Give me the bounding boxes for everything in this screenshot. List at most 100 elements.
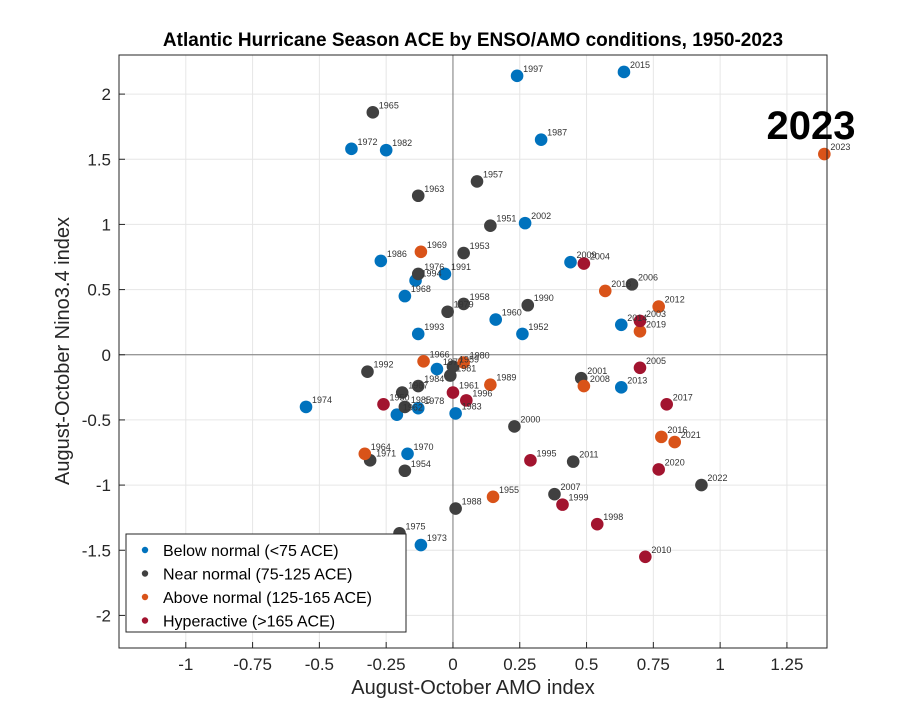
data-point-1968 — [398, 289, 412, 303]
y-tick-label: -1.5 — [82, 541, 111, 560]
point-label-2016: 2016 — [667, 425, 687, 435]
data-point-1997 — [510, 69, 524, 83]
point-label-2009: 2009 — [577, 250, 597, 260]
point-label-1957: 1957 — [483, 169, 503, 179]
point-label-1985: 1985 — [411, 395, 431, 405]
point-label-1990: 1990 — [534, 293, 554, 303]
point-label-1978: 1978 — [424, 396, 444, 406]
data-point-1999 — [556, 498, 569, 511]
data-point-1996 — [460, 394, 473, 407]
point-label-1996: 1996 — [472, 388, 492, 398]
point-label-2013: 2013 — [627, 375, 647, 385]
point-label-1998: 1998 — [603, 512, 623, 522]
point-label-1988: 1988 — [462, 497, 482, 507]
point-label-2020: 2020 — [665, 457, 685, 467]
point-label-2004: 2004 — [590, 252, 610, 262]
point-label-2018: 2018 — [611, 279, 631, 289]
y-tick-label: -0.5 — [82, 411, 111, 430]
data-point-1993 — [411, 327, 425, 341]
data-point-1953 — [457, 246, 470, 260]
data-point-1989 — [484, 378, 497, 392]
data-point-2019 — [633, 324, 647, 338]
data-point-1954 — [398, 464, 412, 478]
data-point-1981 — [443, 369, 457, 382]
data-point-1985 — [398, 400, 412, 414]
point-label-1995: 1995 — [536, 448, 556, 458]
data-point-1962 — [390, 408, 404, 422]
y-tick-label: -2 — [96, 606, 111, 625]
y-tick-label: 0 — [102, 346, 111, 365]
point-label-1983: 1983 — [462, 401, 482, 411]
legend-marker — [141, 570, 149, 577]
data-point-2015 — [617, 65, 631, 79]
point-label-1984: 1984 — [424, 374, 444, 384]
zero-lines — [119, 55, 827, 648]
point-label-2003: 2003 — [646, 309, 666, 319]
point-label-1993: 1993 — [424, 322, 444, 332]
point-label-1976: 1976 — [424, 262, 444, 272]
data-point-1965 — [366, 106, 380, 119]
data-point-2011 — [566, 455, 580, 468]
point-label-1992: 1992 — [373, 360, 393, 370]
x-tick-label: 0.75 — [637, 655, 670, 674]
x-axis-label: August-October AMO index — [351, 677, 594, 699]
data-point-1969 — [414, 245, 428, 259]
point-label-1952: 1952 — [528, 322, 548, 332]
point-label-2023: 2023 — [830, 142, 850, 152]
point-label-1979: 1979 — [454, 300, 474, 310]
point-label-1951: 1951 — [496, 214, 516, 224]
point-label-1997: 1997 — [523, 64, 543, 74]
data-point-1958 — [457, 297, 470, 311]
point-label-2012: 2012 — [665, 295, 685, 305]
data-point-2000 — [508, 420, 521, 433]
x-axis-ticks: -1 -0.75 -0.5 -0.25 0 0.25 0.5 0.75 1 1.25 — [178, 642, 803, 674]
point-label-1966: 1966 — [430, 349, 450, 359]
point-label-1955: 1955 — [499, 485, 519, 495]
point-label-1973: 1973 — [427, 533, 447, 543]
point-label-2001: 2001 — [587, 366, 607, 376]
data-point-2016 — [655, 430, 668, 444]
point-label-1975: 1975 — [406, 521, 426, 531]
point-label-2010: 2010 — [651, 545, 671, 555]
data-point-1995 — [524, 454, 537, 467]
data-point-1982 — [379, 143, 393, 157]
y-axis-label: August-October Nino3.4 index — [52, 217, 74, 485]
legend-label: Above normal (125-165 ACE) — [163, 590, 372, 607]
data-point-1974 — [299, 400, 313, 414]
point-label-1971: 1971 — [376, 448, 396, 458]
legend-marker — [141, 593, 149, 601]
data-point-1950 — [377, 397, 390, 411]
data-points — [299, 65, 831, 564]
data-point-2012 — [652, 300, 665, 313]
legend-label: Hyperactive (>165 ACE) — [163, 614, 335, 631]
point-labels: 1997 2015 1972 1982 1987 2002 1986 2009 1991 1994… — [312, 60, 850, 555]
data-point-2007 — [548, 487, 561, 501]
legend-box — [125, 533, 407, 633]
data-point-2023 — [818, 147, 831, 161]
data-point-1992 — [361, 365, 374, 379]
legend-label: Near normal (75-125 ACE) — [163, 567, 352, 584]
data-point-2020 — [652, 463, 665, 476]
data-point-1951 — [484, 219, 497, 233]
point-label-1987: 1987 — [547, 128, 567, 138]
data-point-1972 — [345, 142, 358, 156]
x-tick-label: 1.25 — [770, 655, 803, 674]
data-point-1957 — [470, 175, 484, 188]
point-label-1961: 1961 — [459, 381, 479, 391]
point-label-1981: 1981 — [456, 364, 476, 374]
point-label-1969: 1969 — [427, 240, 447, 250]
point-label-1960: 1960 — [502, 308, 522, 318]
y-tick-label: 1.5 — [87, 150, 111, 169]
data-point-1967 — [395, 386, 409, 399]
y-tick-label: 0.5 — [87, 281, 111, 300]
data-point-2014 — [614, 318, 628, 332]
point-label-1963: 1963 — [424, 184, 444, 194]
x-tick-label: -1 — [178, 655, 193, 674]
point-label-1972: 1972 — [357, 137, 377, 147]
legend: Below normal (<75 ACE) Near normal (75-12… — [125, 533, 407, 633]
x-tick-label: -0.25 — [367, 655, 406, 674]
point-label-2017: 2017 — [673, 392, 693, 402]
data-point-2021 — [668, 435, 682, 449]
point-label-1977: 1977 — [443, 357, 463, 367]
data-point-2009 — [564, 255, 577, 269]
